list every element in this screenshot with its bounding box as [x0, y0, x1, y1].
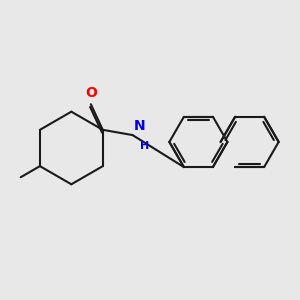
Text: O: O — [85, 86, 97, 100]
Text: N: N — [134, 119, 146, 133]
Text: H: H — [140, 141, 149, 151]
